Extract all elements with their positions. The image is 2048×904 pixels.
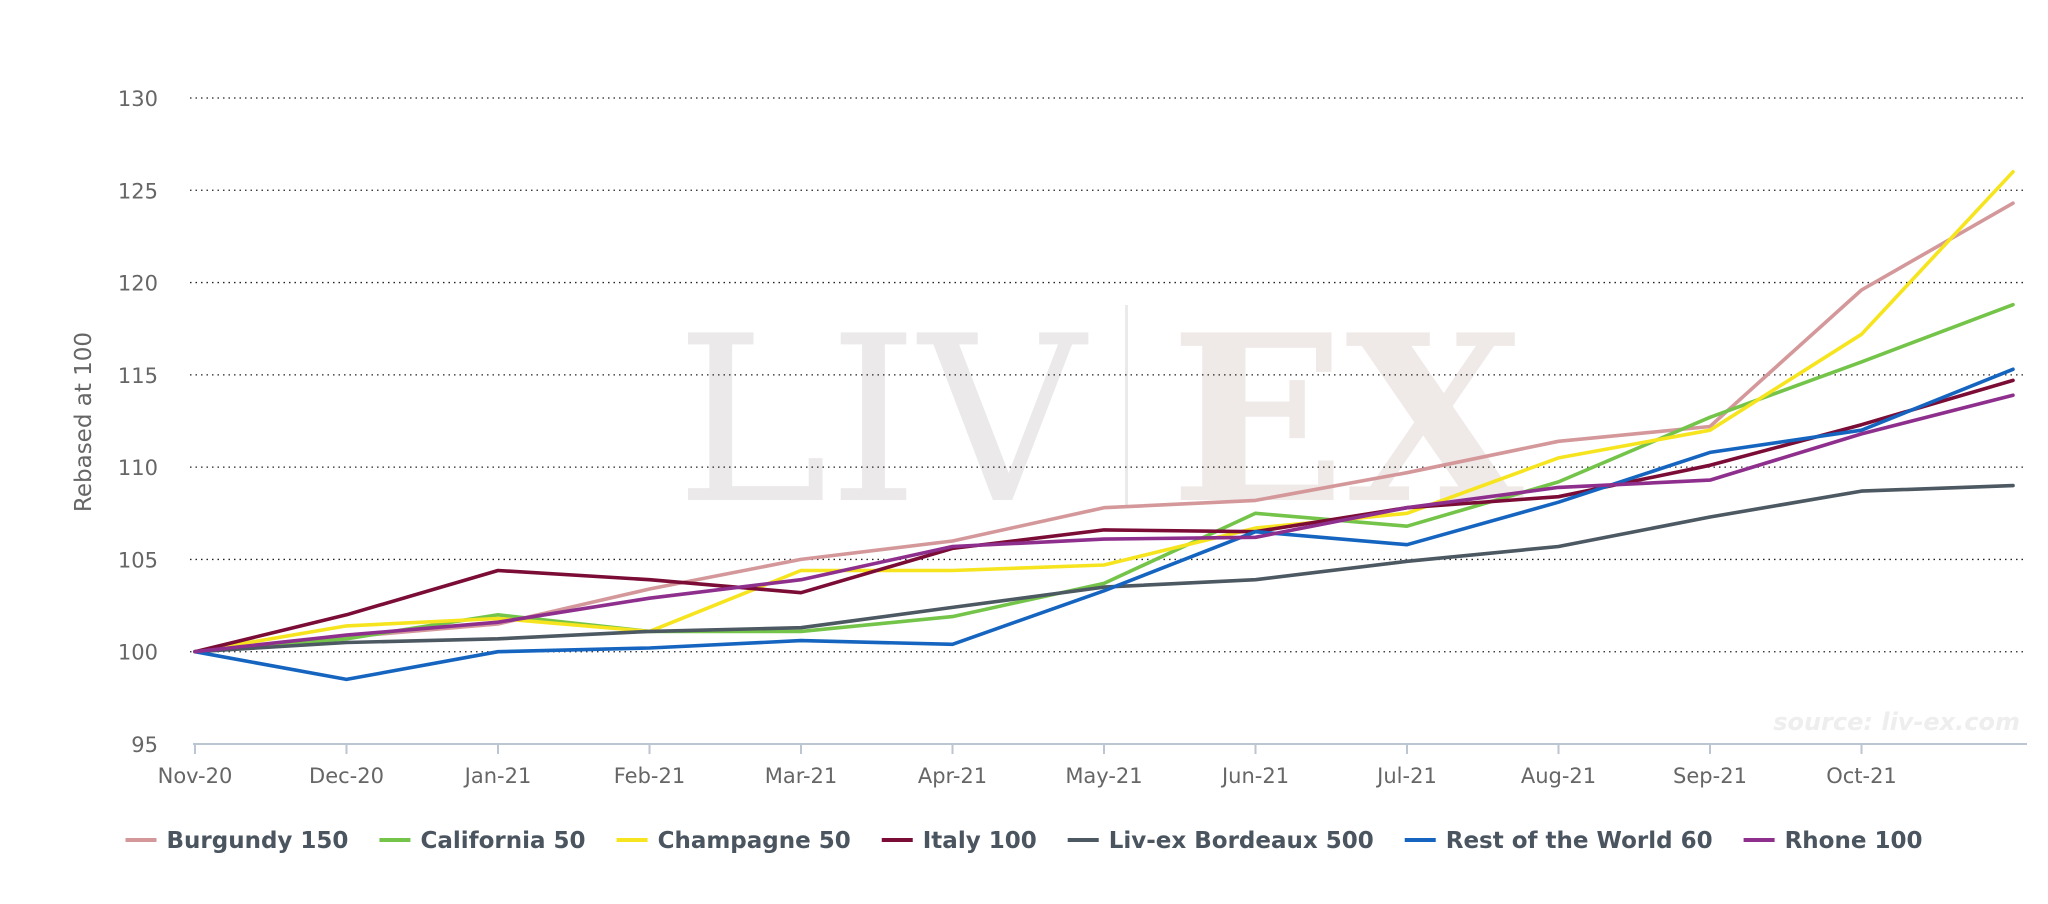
legend-item-label: Burgundy 150 [167,828,349,854]
y-tick-label: 95 [131,733,158,757]
y-tick-label: 130 [118,87,158,111]
legend-item-label: California 50 [420,828,585,854]
x-tick-label: Oct-21 [1826,764,1897,788]
y-tick-label: 100 [118,641,158,665]
series-line-rhone-100 [193,393,2015,654]
x-tick-label: Feb-21 [614,764,685,788]
watermark-text-left: LIV [675,288,1089,555]
y-tick-label: 125 [118,179,158,203]
series-line-champagne-50 [193,170,2015,654]
y-tick-label: 120 [118,272,158,296]
x-tick-label: Nov-20 [158,764,233,788]
y-tick-label: 110 [118,456,158,480]
source-note: source: liv-ex.com [1773,708,2020,736]
legend-item-label: Rest of the World 60 [1446,828,1713,854]
gridlines [190,97,2027,653]
watermark-text-right: EX [1170,285,1524,555]
x-tick-label: Jun-21 [1220,764,1289,788]
legend-item-label: Italy 100 [923,828,1037,854]
y-tick-label: 105 [118,548,158,572]
series-line-italy-100 [193,378,2015,654]
x-tick-label: May-21 [1065,764,1142,788]
legend-item-label: Champagne 50 [658,828,851,854]
series-line-california-50 [193,302,2015,654]
series-line-liv-ex-bordeaux-500 [193,483,2015,654]
x-tick-label: Apr-21 [918,764,987,788]
x-tick-label: Aug-21 [1521,764,1596,788]
x-tick-label: Dec-20 [309,764,384,788]
series-lines [193,170,2015,682]
y-axis: 95 100 105 110 115 120 125 130 [118,87,158,757]
legend-item-label: Liv-ex Bordeaux 500 [1109,828,1374,854]
y-axis-label: Rebased at 100 [71,332,97,512]
x-tick-label: Jul-21 [1375,764,1437,788]
x-tick-label: Sep-21 [1673,764,1747,788]
legend-item-label: Rhone 100 [1785,828,1923,854]
x-tick-label: Mar-21 [765,764,838,788]
x-tick-label: Jan-21 [463,764,532,788]
watermark-divider [1125,305,1128,505]
y-tick-label: 115 [118,364,158,388]
x-axis: Nov-20 Dec-20 Jan-21 Feb-21 Mar-21 Apr-21 May-… [158,743,2027,788]
legend: Burgundy 150 California 50 Champagne 50 Ita… [125,828,1923,854]
series-line-rest-of-the-world-60 [193,367,2015,682]
